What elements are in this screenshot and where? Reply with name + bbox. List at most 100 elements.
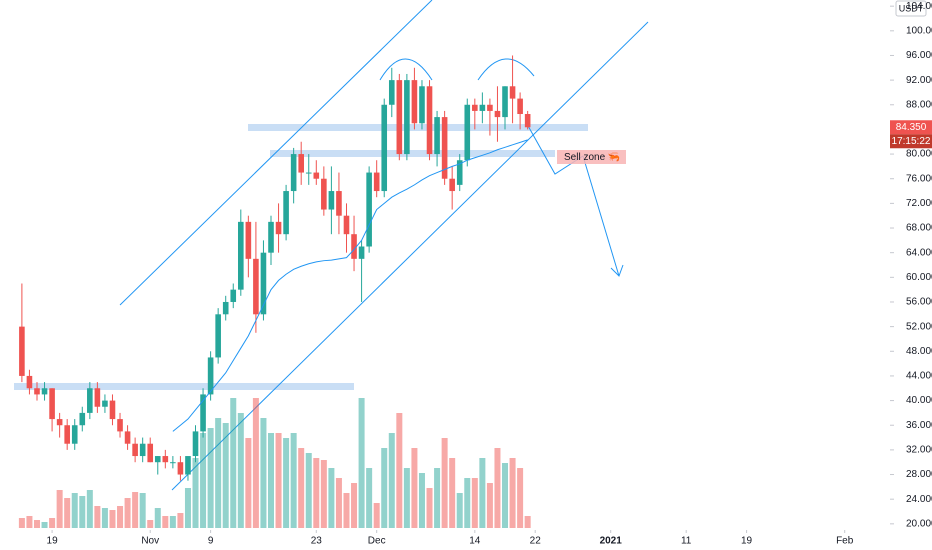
candle-body <box>434 117 440 155</box>
candle-body <box>524 114 531 128</box>
candle-body <box>64 425 70 444</box>
volume-bar <box>320 460 327 528</box>
volume-bar <box>464 478 471 528</box>
volume-bar <box>200 433 207 528</box>
y-tick-label: 56.000 <box>906 297 932 308</box>
candle-body <box>298 154 304 173</box>
volume-bar <box>56 490 63 528</box>
y-tick-label: 60.000 <box>906 272 932 283</box>
candle-body <box>502 86 508 118</box>
channel-line <box>119 0 433 306</box>
candle-body <box>192 431 199 457</box>
volume-bar <box>381 448 388 528</box>
y-tick-label: 48.000 <box>906 346 932 357</box>
candle-body <box>139 443 146 457</box>
price-tag <box>890 120 932 135</box>
candle-body <box>419 86 425 124</box>
candle-body <box>373 172 380 192</box>
x-tick-label: 2021 <box>600 536 623 547</box>
candle-body <box>268 221 274 253</box>
candle-body <box>124 431 131 444</box>
volume-bar <box>252 398 259 528</box>
y-tick-label: 32.000 <box>906 445 932 456</box>
y-tick-label: 52.000 <box>906 321 932 332</box>
x-tick-label: 11 <box>681 536 692 547</box>
candle-body <box>230 289 237 302</box>
x-tick-label: 22 <box>530 536 542 547</box>
candle-body <box>472 104 478 111</box>
candle-body <box>366 172 372 247</box>
y-tick-label: 96.000 <box>906 50 932 61</box>
volume-bar <box>471 478 478 528</box>
candle-body <box>396 80 403 155</box>
candle-body <box>464 104 471 161</box>
y-tick-label: 88.000 <box>906 99 932 110</box>
y-tick-label: 44.000 <box>906 371 932 382</box>
drawings: Sell zone 🦐 <box>14 0 649 491</box>
volume-bar <box>101 508 108 528</box>
candle-body <box>290 154 297 192</box>
volume-bar <box>328 468 335 528</box>
arrow <box>526 123 620 277</box>
volume-bar <box>434 468 441 528</box>
volume-bar <box>486 483 493 528</box>
y-tick-label: 80.000 <box>906 149 932 160</box>
x-tick-label: 19 <box>47 536 59 547</box>
candle-body <box>336 191 342 216</box>
y-tick-label: 72.000 <box>906 198 932 209</box>
volume-bar <box>169 516 176 528</box>
volume-bar <box>94 506 101 528</box>
candle-body <box>404 80 410 155</box>
candle-body <box>34 388 40 395</box>
volume-bar <box>313 458 320 528</box>
y-tick-label: 68.000 <box>906 223 932 234</box>
volume-bar <box>502 463 509 528</box>
volume-bar <box>305 453 312 528</box>
candle-body <box>147 443 154 463</box>
candle-body <box>26 375 33 389</box>
x-tick-label: 19 <box>741 536 753 547</box>
candle-body <box>71 425 78 444</box>
candle-body <box>109 400 116 420</box>
candle-body <box>260 252 267 315</box>
candle-body <box>79 412 86 426</box>
volume-bar <box>117 506 124 528</box>
currency: USDT <box>899 3 924 13</box>
shoulder-arc <box>379 58 433 81</box>
x-tick-label: Dec <box>368 536 386 547</box>
candle-body <box>222 301 229 315</box>
candle-body <box>87 388 93 413</box>
countdown-box <box>890 134 932 149</box>
y-tick-label: 24.000 <box>906 494 932 505</box>
candle-body <box>388 80 395 105</box>
volume-bar <box>79 496 86 528</box>
candle-body <box>253 258 259 315</box>
volume-bar <box>268 433 275 528</box>
candle-body <box>517 98 523 115</box>
candle-body <box>245 221 252 259</box>
volume-bar <box>41 522 48 528</box>
volume-bar <box>124 498 131 528</box>
moving-average <box>172 139 528 432</box>
candle-body <box>487 104 493 111</box>
volume-bar <box>86 490 93 528</box>
volume-bar <box>449 458 456 528</box>
volume-bar <box>147 520 154 528</box>
volume-bar <box>177 513 184 528</box>
candle-body <box>305 172 312 174</box>
candle-body <box>358 246 365 259</box>
y-tick-label: 28.000 <box>906 469 932 480</box>
candle-body <box>441 117 448 179</box>
zone <box>270 150 555 157</box>
plot <box>18 55 531 528</box>
volume-bar <box>154 508 161 528</box>
volume-bar <box>71 493 78 528</box>
candle-body <box>56 419 63 426</box>
currency-box <box>895 0 927 17</box>
volume-bar <box>64 498 71 528</box>
volume-bar <box>215 418 222 528</box>
candle-body <box>41 388 48 395</box>
y-tick-label: 76.000 <box>906 173 932 184</box>
volume-bar <box>358 398 365 528</box>
volume-bar <box>479 458 486 528</box>
